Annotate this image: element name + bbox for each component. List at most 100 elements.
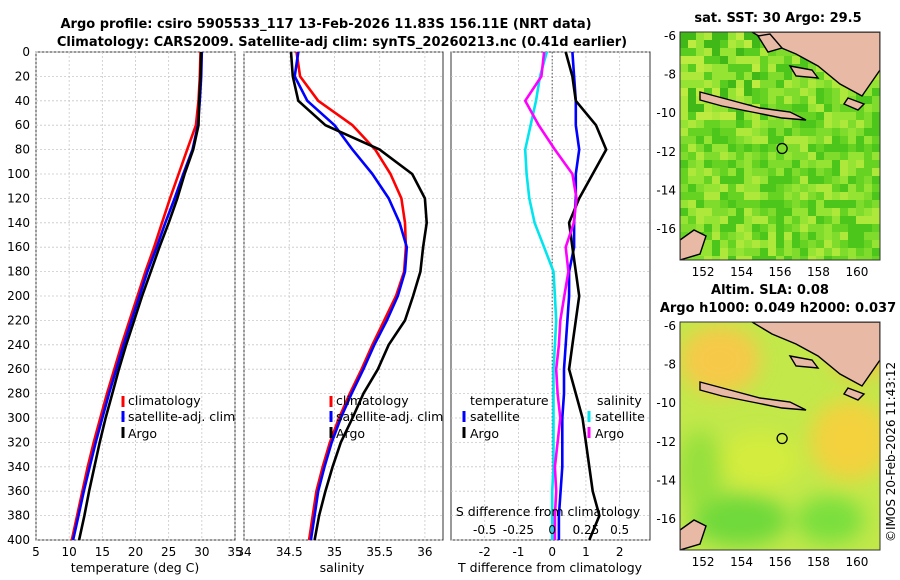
sst-cell: [808, 232, 816, 240]
sst-cell: [864, 120, 872, 128]
sst-cell: [720, 128, 728, 136]
sst-cell: [760, 200, 768, 208]
sst-cell: [688, 216, 696, 224]
sst-cell: [864, 152, 872, 160]
sst-cell: [848, 184, 856, 192]
sst-cell: [768, 248, 776, 256]
sst-cell: [720, 176, 728, 184]
sla-map-field: [680, 322, 880, 550]
sst-cell: [680, 144, 688, 152]
sst-cell: [680, 56, 688, 64]
sst-cell: [864, 96, 872, 104]
sst-cell: [736, 136, 744, 144]
sst-cell: [720, 120, 728, 128]
s-tick-label: 0.5: [610, 523, 629, 537]
sst-cell: [832, 248, 840, 256]
sst-cell: [872, 96, 880, 104]
sst-cell: [800, 88, 808, 96]
sst-cell: [872, 160, 880, 168]
sst-cell: [736, 128, 744, 136]
sst-cell: [800, 136, 808, 144]
x-tick-label: 2: [616, 545, 624, 559]
sst-cell: [728, 72, 736, 80]
sst-cell: [792, 248, 800, 256]
sst-cell: [800, 208, 808, 216]
sst-cell: [856, 160, 864, 168]
s-difference-label: S difference from climatology: [456, 504, 641, 519]
sst-cell: [784, 96, 792, 104]
y-tick-label: 0: [22, 45, 30, 59]
sst-cell: [816, 136, 824, 144]
legend-label-t-satellite: satellite: [470, 409, 520, 424]
sst-cell: [832, 120, 840, 128]
sst-cell: [808, 192, 816, 200]
sst-cell: [720, 256, 728, 260]
sst-cell: [768, 72, 776, 80]
x-tick-label: 5: [32, 545, 40, 559]
sst-cell: [824, 216, 832, 224]
sst-cell: [744, 56, 752, 64]
sst-cell: [856, 240, 864, 248]
series-line-salinity-argo: [523, 51, 578, 540]
sst-cell: [760, 192, 768, 200]
sst-cell: [800, 216, 808, 224]
sst-cell: [736, 80, 744, 88]
sst-cell: [784, 192, 792, 200]
sst-cell: [768, 56, 776, 64]
sst-cell: [760, 232, 768, 240]
sst-cell: [864, 232, 872, 240]
sst-cell: [864, 216, 872, 224]
sst-cell: [856, 144, 864, 152]
sst-cell: [760, 56, 768, 64]
sst-cell: [832, 176, 840, 184]
sst-cell: [832, 216, 840, 224]
sst-cell: [872, 104, 880, 112]
sst-cell: [824, 80, 832, 88]
sst-cell: [832, 112, 840, 120]
sst-cell: [712, 208, 720, 216]
sst-cell: [688, 176, 696, 184]
sst-cell: [808, 208, 816, 216]
sst-cell: [736, 160, 744, 168]
series-line-salinity-satellite: [523, 51, 558, 540]
sst-cell: [744, 112, 752, 120]
sst-cell: [760, 168, 768, 176]
sst-cell: [872, 216, 880, 224]
sst-cell: [704, 176, 712, 184]
sst-cell: [728, 240, 736, 248]
sst-cell: [680, 200, 688, 208]
sst-cell: [680, 112, 688, 120]
sst-cell: [768, 160, 776, 168]
sst-cell: [728, 248, 736, 256]
sst-cell: [856, 168, 864, 176]
argo-position-marker: [776, 432, 788, 445]
sst-cell: [680, 232, 688, 240]
sst-cell: [808, 112, 816, 120]
sst-cell: [872, 144, 880, 152]
sst-cell: [792, 80, 800, 88]
ticks: 5 10 15 20 25 30 35020406080100120140160180200…: [7, 29, 868, 569]
sst-cell: [744, 72, 752, 80]
sst-cell: [840, 200, 848, 208]
sst-cell: [704, 224, 712, 232]
series-line-climatology: [70, 51, 202, 541]
sst-cell: [752, 72, 760, 80]
sst-cell: [872, 128, 880, 136]
sst-cell: [816, 200, 824, 208]
sst-cell: [744, 216, 752, 224]
sst-cell: [776, 72, 784, 80]
sst-cell: [840, 104, 848, 112]
y-tick-label: 320: [7, 435, 30, 449]
sst-cell: [768, 96, 776, 104]
sst-cell: [728, 128, 736, 136]
sst-cell: [736, 224, 744, 232]
sst-cell: [752, 240, 760, 248]
sst-cell: [712, 120, 720, 128]
sst-cell: [848, 136, 856, 144]
sst-cell: [680, 208, 688, 216]
sst-cell: [784, 224, 792, 232]
sst-cell: [864, 144, 872, 152]
sst-cell: [816, 240, 824, 248]
sst-cell: [704, 112, 712, 120]
sst-cell: [776, 88, 784, 96]
